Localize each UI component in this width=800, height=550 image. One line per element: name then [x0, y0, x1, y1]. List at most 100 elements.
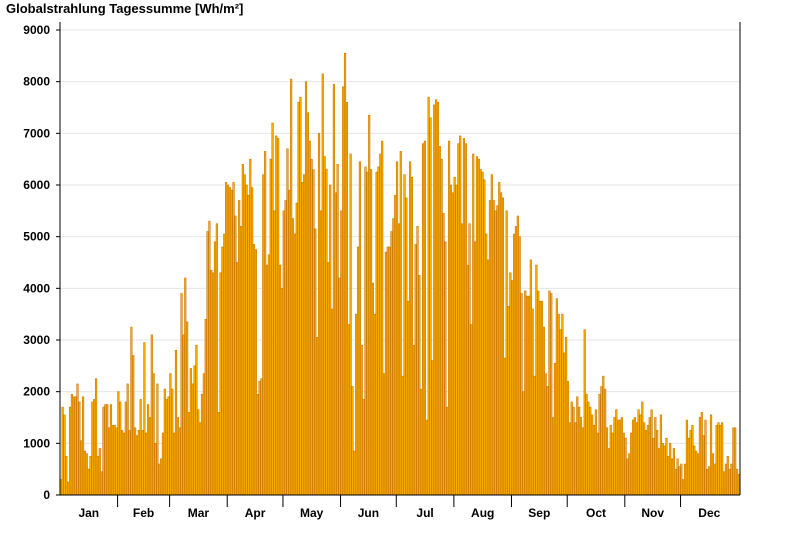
bar [626, 458, 629, 496]
bar [657, 448, 661, 496]
bar [373, 313, 376, 496]
bar [189, 368, 192, 496]
bar [405, 197, 408, 496]
bar [314, 228, 317, 496]
bar [80, 440, 83, 496]
bar [288, 189, 291, 496]
y-tick-label: 8000 [23, 75, 50, 89]
bar [533, 375, 536, 496]
x-tick-label: Dec [698, 506, 720, 520]
bar [234, 215, 237, 496]
bar [115, 427, 118, 496]
bar [256, 393, 259, 496]
bar [503, 357, 506, 496]
bar [225, 182, 228, 496]
bar [622, 432, 625, 496]
bar [531, 308, 534, 496]
bar [674, 468, 677, 496]
bar [362, 399, 365, 496]
bar [325, 169, 328, 496]
bar [67, 481, 70, 496]
bar [444, 241, 447, 496]
bar [171, 388, 174, 496]
bar [165, 399, 168, 496]
bar [102, 406, 105, 496]
bar [119, 401, 122, 496]
bar [215, 223, 218, 496]
bar [639, 414, 642, 496]
bar [394, 195, 397, 496]
bar [520, 293, 523, 496]
bar [316, 337, 319, 496]
bar [722, 471, 726, 496]
bar [161, 432, 165, 496]
bar [368, 114, 371, 496]
bar [178, 427, 181, 496]
bar [345, 102, 348, 496]
bar [403, 174, 406, 496]
bar [420, 388, 423, 496]
bar [425, 419, 428, 496]
y-tick-label: 4000 [23, 281, 50, 295]
bar [442, 213, 445, 496]
bar [381, 140, 384, 496]
bar [184, 277, 187, 496]
bar [724, 463, 728, 496]
bar [721, 422, 724, 496]
bar [290, 78, 293, 496]
bar [139, 399, 142, 496]
bar [477, 158, 480, 496]
bar [557, 313, 560, 496]
chart-title: Globalstrahlung Tagessumme [Wh/m²] [6, 1, 244, 16]
axes [56, 22, 741, 507]
bar [319, 210, 322, 496]
bar [310, 158, 313, 496]
bar [529, 259, 532, 496]
bar [708, 466, 711, 496]
bar [687, 437, 690, 496]
bar [141, 430, 144, 496]
bar [566, 381, 570, 496]
bar [591, 414, 594, 496]
bar [299, 96, 302, 496]
bar [113, 424, 116, 496]
bar [600, 386, 603, 496]
bar [392, 218, 395, 496]
bar [366, 171, 369, 496]
bar [669, 443, 672, 496]
bar [217, 412, 220, 496]
bar [269, 158, 272, 496]
bar [630, 432, 633, 496]
bar [342, 86, 345, 496]
bar [641, 401, 644, 496]
bar [239, 226, 243, 496]
bar [74, 396, 77, 496]
bar [82, 396, 85, 496]
bar [327, 262, 330, 496]
bar [492, 200, 495, 496]
bar [683, 463, 687, 496]
bar [585, 393, 588, 496]
bar [293, 233, 296, 496]
bar [187, 412, 191, 496]
bar [624, 437, 627, 496]
bars [59, 52, 741, 496]
bar [163, 388, 166, 496]
bar [511, 280, 514, 496]
bar [135, 435, 139, 496]
bar [628, 453, 631, 496]
bar [150, 334, 153, 496]
bar [202, 373, 205, 496]
bar [470, 324, 473, 496]
bar [371, 282, 374, 496]
bar [613, 417, 616, 496]
bar [340, 210, 343, 496]
bar [251, 187, 254, 496]
bar [278, 264, 282, 496]
bar [197, 409, 200, 496]
bar [303, 174, 306, 496]
bar [735, 468, 739, 496]
bar [466, 264, 469, 496]
bar [277, 138, 280, 496]
